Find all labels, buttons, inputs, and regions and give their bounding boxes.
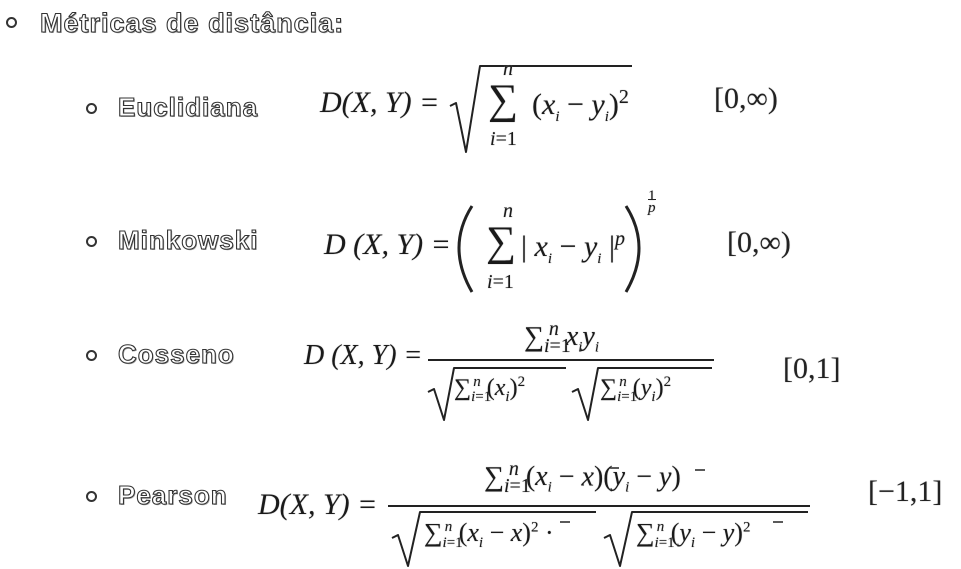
formula-numerator: ∑i=1n xiyi (524, 318, 600, 357)
sum-icon: ∑ (488, 77, 518, 123)
formula-lhs: D(X, Y) = (320, 86, 440, 119)
formula-sum-lower: i=1 (487, 271, 514, 293)
formula-sum-upper: n (503, 58, 513, 80)
formula-denominator-right: ∑i=1n (yi − y)2 (636, 518, 751, 552)
formula-denominator-left: ∑i=1n (xi)2 (454, 374, 526, 405)
range-cosseno: [0,1] (783, 352, 841, 385)
formula-lhs: D(X, Y) = (258, 488, 378, 521)
formula-denominator-right: ∑i=1n (yi)2 (600, 374, 672, 405)
heading: Métricas de distância: (39, 7, 345, 38)
metric-name-minkowski: Minkowski (117, 224, 259, 255)
bullet-icon (86, 236, 97, 247)
formula-denominator-left: ∑i=1n (xi − x)2 · (424, 518, 554, 552)
formula-lhs: D (X, Y) = (324, 228, 451, 261)
formula-body: | xi − yi |p (521, 228, 625, 267)
bullet-icon (86, 103, 97, 114)
metric-name-pearson: Pearson (117, 479, 228, 510)
heading-bullet-icon (6, 17, 17, 28)
metric-name-euclidiana: Euclidiana (117, 91, 259, 122)
range-pearson: [−1,1] (868, 475, 943, 508)
range-euclidiana: [0,∞) (714, 82, 778, 115)
formula-body: (xi − yi)2 (532, 86, 629, 125)
bullet-icon (86, 350, 97, 361)
bullet-icon (86, 491, 97, 502)
formula-sum-upper: n (503, 200, 513, 222)
sum-icon: ∑ (486, 219, 516, 265)
range-minkowski: [0,∞) (727, 226, 791, 259)
formula-lhs: D (X, Y) = (304, 340, 423, 371)
formula-sum-lower: i=1 (490, 128, 517, 150)
formula-numerator: ∑i=1n (xi − x)(yi − y) (484, 458, 681, 497)
metric-name-cosseno: Cosseno (117, 338, 235, 369)
